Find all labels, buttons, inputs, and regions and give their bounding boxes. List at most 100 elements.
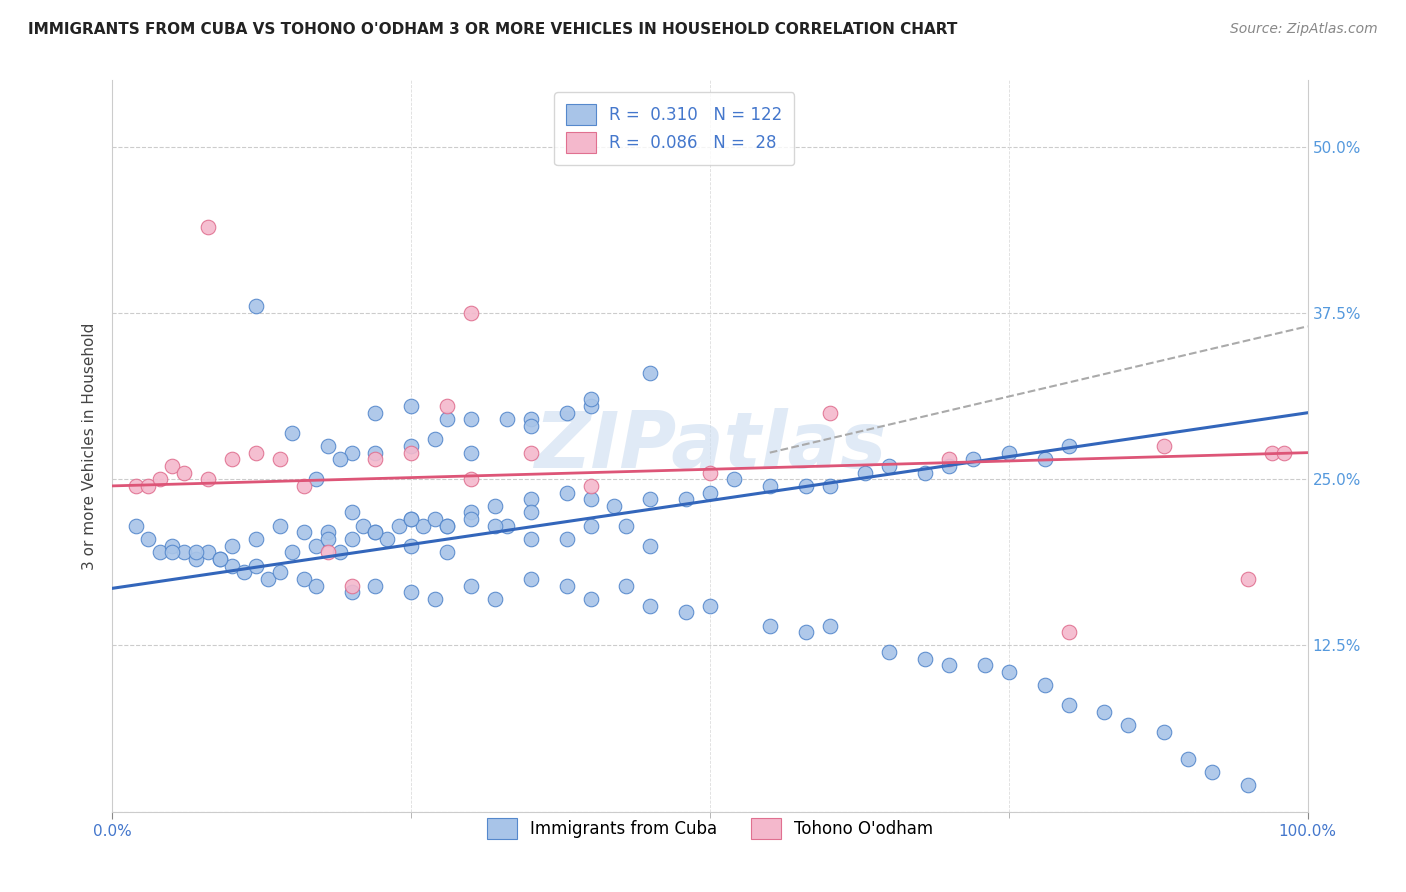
Point	[316, 532, 339, 546]
Point	[401, 585, 423, 599]
Point	[1118, 718, 1140, 732]
Point	[579, 399, 602, 413]
Point	[699, 466, 721, 480]
Point	[292, 572, 315, 586]
Point	[1201, 764, 1223, 779]
Point	[579, 518, 602, 533]
Point	[579, 591, 602, 606]
Point	[879, 458, 901, 473]
Point	[555, 532, 578, 546]
Point	[138, 479, 160, 493]
Point	[699, 485, 721, 500]
Point	[603, 499, 626, 513]
Point	[186, 552, 208, 566]
Point	[794, 479, 817, 493]
Point	[173, 545, 195, 559]
Point	[364, 579, 387, 593]
Point	[1057, 625, 1080, 640]
Point	[316, 525, 339, 540]
Point	[221, 539, 243, 553]
Point	[425, 512, 447, 526]
Point	[460, 506, 482, 520]
Point	[460, 445, 482, 459]
Point	[364, 406, 387, 420]
Point	[340, 445, 363, 459]
Point	[377, 532, 399, 546]
Point	[257, 572, 280, 586]
Point	[794, 625, 817, 640]
Point	[425, 591, 447, 606]
Point	[520, 419, 543, 434]
Point	[998, 665, 1021, 679]
Point	[173, 466, 195, 480]
Point	[520, 445, 543, 459]
Text: IMMIGRANTS FROM CUBA VS TOHONO O'ODHAM 3 OR MORE VEHICLES IN HOUSEHOLD CORRELATI: IMMIGRANTS FROM CUBA VS TOHONO O'ODHAM 3…	[28, 22, 957, 37]
Point	[1094, 705, 1116, 719]
Point	[914, 652, 936, 666]
Point	[340, 532, 363, 546]
Point	[640, 366, 662, 380]
Point	[401, 512, 423, 526]
Point	[520, 412, 543, 426]
Point	[269, 566, 291, 580]
Point	[460, 412, 482, 426]
Point	[269, 518, 291, 533]
Point	[962, 452, 984, 467]
Y-axis label: 3 or more Vehicles in Household: 3 or more Vehicles in Household	[82, 322, 97, 570]
Point	[364, 445, 387, 459]
Point	[938, 452, 960, 467]
Point	[616, 518, 638, 533]
Point	[316, 545, 339, 559]
Point	[520, 492, 543, 507]
Point	[1177, 751, 1199, 765]
Point	[974, 658, 997, 673]
Point	[436, 518, 458, 533]
Point	[162, 539, 183, 553]
Point	[460, 306, 482, 320]
Point	[292, 479, 315, 493]
Point	[1153, 439, 1175, 453]
Point	[1057, 439, 1080, 453]
Point	[401, 512, 423, 526]
Point	[496, 412, 519, 426]
Point	[305, 579, 328, 593]
Point	[233, 566, 256, 580]
Point	[699, 599, 721, 613]
Point	[759, 618, 782, 632]
Point	[340, 585, 363, 599]
Point	[281, 545, 304, 559]
Point	[197, 545, 219, 559]
Point	[125, 518, 148, 533]
Point	[759, 479, 782, 493]
Point	[1057, 698, 1080, 713]
Point	[460, 579, 482, 593]
Point	[436, 412, 458, 426]
Point	[149, 472, 172, 486]
Point	[401, 445, 423, 459]
Point	[484, 591, 506, 606]
Point	[723, 472, 745, 486]
Point	[125, 479, 148, 493]
Point	[484, 518, 506, 533]
Point	[292, 525, 315, 540]
Point	[520, 506, 543, 520]
Point	[914, 466, 936, 480]
Point	[316, 439, 339, 453]
Point	[401, 539, 423, 553]
Point	[998, 445, 1021, 459]
Point	[305, 472, 328, 486]
Point	[496, 518, 519, 533]
Text: Source: ZipAtlas.com: Source: ZipAtlas.com	[1230, 22, 1378, 37]
Point	[1033, 678, 1056, 692]
Point	[138, 532, 160, 546]
Point	[1153, 725, 1175, 739]
Point	[555, 485, 578, 500]
Point	[162, 458, 183, 473]
Point	[579, 479, 602, 493]
Point	[388, 518, 411, 533]
Point	[579, 392, 602, 407]
Point	[579, 492, 602, 507]
Point	[640, 539, 662, 553]
Point	[186, 545, 208, 559]
Point	[640, 492, 662, 507]
